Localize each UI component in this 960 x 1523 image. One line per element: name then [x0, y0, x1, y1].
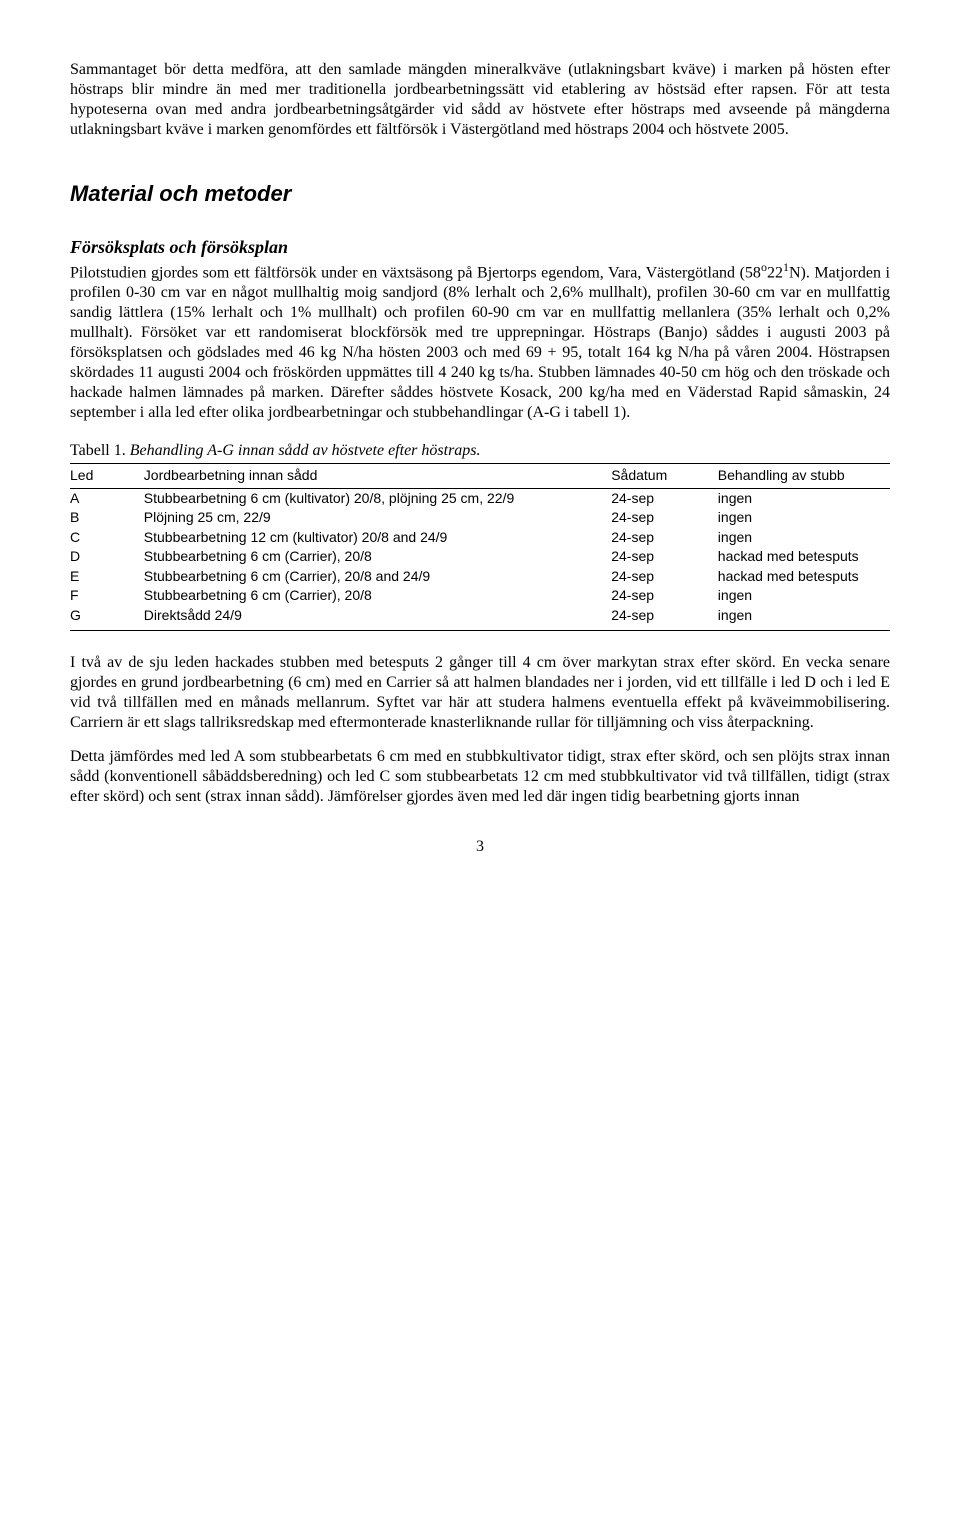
- col-header-treat: Behandling av stubb: [718, 464, 890, 489]
- col-header-desc: Jordbearbetning innan sådd: [144, 464, 611, 489]
- table-cell-treat: hackad med betesputs: [718, 547, 890, 567]
- methods-paragraph: Pilotstudien gjordes som ett fältförsök …: [70, 260, 890, 423]
- table-caption-prefix: Tabell 1.: [70, 442, 130, 459]
- table-cell-treat: ingen: [718, 528, 890, 548]
- para-after-table-2: Detta jämfördes med led A som stubbearbe…: [70, 747, 890, 807]
- table-cell-treat: hackad med betesputs: [718, 567, 890, 587]
- intro-paragraph: Sammantaget bör detta medföra, att den s…: [70, 60, 890, 140]
- table-cell-desc: Plöjning 25 cm, 22/9: [144, 508, 611, 528]
- table-cell-date: 24-sep: [611, 508, 718, 528]
- table-cell-led: C: [70, 528, 144, 548]
- table-cell-led: F: [70, 586, 144, 606]
- treatments-table: Led Jordbearbetning innan sådd Sådatum B…: [70, 463, 890, 631]
- table-row: FStubbearbetning 6 cm (Carrier), 20/824-…: [70, 586, 890, 606]
- table-cell-date: 24-sep: [611, 488, 718, 508]
- table-cell-date: 24-sep: [611, 606, 718, 631]
- table-cell-led: E: [70, 567, 144, 587]
- table-row: EStubbearbetning 6 cm (Carrier), 20/8 an…: [70, 567, 890, 587]
- table-cell-treat: ingen: [718, 508, 890, 528]
- table-cell-date: 24-sep: [611, 567, 718, 587]
- table-row: DStubbearbetning 6 cm (Carrier), 20/824-…: [70, 547, 890, 567]
- table-cell-desc: Stubbearbetning 6 cm (Carrier), 20/8: [144, 586, 611, 606]
- table-cell-desc: Direktsådd 24/9: [144, 606, 611, 631]
- col-header-led: Led: [70, 464, 144, 489]
- table-cell-desc: Stubbearbetning 6 cm (kultivator) 20/8, …: [144, 488, 611, 508]
- table-cell-desc: Stubbearbetning 12 cm (kultivator) 20/8 …: [144, 528, 611, 548]
- subsection-heading-forsoksplats: Försöksplats och försöksplan: [70, 236, 890, 259]
- table-cell-led: D: [70, 547, 144, 567]
- table-cell-desc: Stubbearbetning 6 cm (Carrier), 20/8: [144, 547, 611, 567]
- table-row: BPlöjning 25 cm, 22/924-sepingen: [70, 508, 890, 528]
- table-cell-date: 24-sep: [611, 586, 718, 606]
- table-caption-title: Behandling A-G innan sådd av höstvete ef…: [130, 442, 481, 459]
- para-after-table-1: I två av de sju leden hackades stubben m…: [70, 653, 890, 733]
- table-header-row: Led Jordbearbetning innan sådd Sådatum B…: [70, 464, 890, 489]
- table-caption: Tabell 1. Behandling A-G innan sådd av h…: [70, 441, 890, 461]
- table-cell-treat: ingen: [718, 586, 890, 606]
- col-header-date: Sådatum: [611, 464, 718, 489]
- table-cell-led: G: [70, 606, 144, 631]
- section-heading-material-metoder: Material och metoder: [70, 180, 890, 208]
- table-cell-led: B: [70, 508, 144, 528]
- table-row: AStubbearbetning 6 cm (kultivator) 20/8,…: [70, 488, 890, 508]
- table-cell-desc: Stubbearbetning 6 cm (Carrier), 20/8 and…: [144, 567, 611, 587]
- table-row: GDirektsådd 24/924-sepingen: [70, 606, 890, 631]
- table-cell-date: 24-sep: [611, 547, 718, 567]
- table-cell-led: A: [70, 488, 144, 508]
- table-cell-date: 24-sep: [611, 528, 718, 548]
- page-number: 3: [70, 837, 890, 857]
- table-row: CStubbearbetning 12 cm (kultivator) 20/8…: [70, 528, 890, 548]
- table-cell-treat: ingen: [718, 606, 890, 631]
- table-cell-treat: ingen: [718, 488, 890, 508]
